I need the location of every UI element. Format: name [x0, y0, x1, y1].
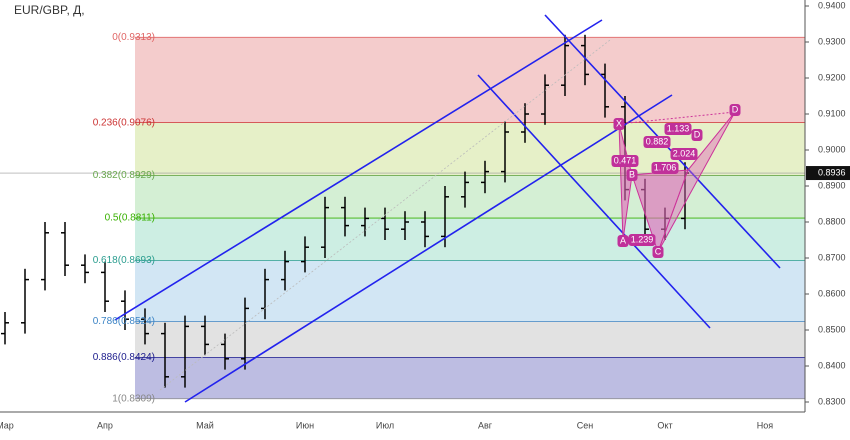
channel-line — [114, 19, 603, 321]
x-tick-label: Июл — [376, 420, 394, 430]
pattern-projection — [657, 111, 736, 253]
pattern-tag-label: X — [616, 118, 622, 128]
pattern-tag — [691, 129, 703, 141]
harmonic-pattern — [618, 111, 736, 254]
trend-line — [159, 39, 611, 391]
pattern-tag — [617, 235, 629, 247]
fib-band — [135, 175, 805, 219]
pattern-tag-label: 1.706 — [654, 162, 677, 172]
fib-label: 0.786(0.8524) — [93, 316, 155, 327]
x-tick-label: Апр — [97, 420, 113, 430]
pattern-tag-label: 2.024 — [673, 148, 696, 158]
fib-label: 0.382(0.8929) — [93, 170, 155, 181]
pattern-tag-label: 0.882 — [646, 136, 669, 146]
fib-band — [135, 218, 805, 261]
y-tick-label: 0.9200 — [818, 72, 846, 82]
y-tick-label: 0.8800 — [818, 216, 846, 226]
y-tick-label: 0.8300 — [818, 396, 846, 406]
pattern-tag — [626, 169, 638, 181]
fib-band — [135, 37, 805, 123]
pattern-tag-label: 0.471 — [614, 155, 637, 165]
annotations: X A B C D 0.471 1.239 1.706 0.882 2.024 1.133 D — [611, 104, 741, 258]
y-tick-label: 0.9300 — [818, 36, 846, 46]
pattern-tag-label: D — [694, 129, 701, 139]
fib-bands — [135, 36, 805, 400]
chart-title: EUR/GBP, Д, — [14, 3, 85, 17]
pattern-tag-label: 1.133 — [667, 123, 690, 133]
pattern-tag-label: B — [629, 169, 635, 179]
pattern-tag-label: 1.239 — [631, 234, 654, 244]
x-tick-label: Сен — [577, 420, 594, 430]
pattern-tag-label: D — [732, 104, 739, 114]
fib-label: 0.886(0.8424) — [93, 352, 155, 363]
pattern-tag — [670, 148, 698, 160]
price-bars — [0, 34, 805, 388]
pattern-tag — [664, 123, 692, 135]
pattern-tag — [729, 104, 741, 116]
x-tick-label: Авг — [478, 420, 493, 430]
fib-band — [135, 357, 805, 399]
pattern-triangle — [618, 123, 633, 241]
last-price-label: 0.8936 — [818, 167, 846, 177]
x-tick-label: Июн — [296, 420, 314, 430]
title-bg — [0, 2, 130, 20]
y-tick-label: 0.9400 — [818, 0, 846, 10]
y-tick-label: 0.8700 — [818, 252, 846, 262]
pattern-tag — [643, 136, 671, 148]
pattern-tag-label: A — [620, 235, 626, 245]
channel-line — [184, 94, 673, 403]
y-tick-label: 0.8500 — [818, 324, 846, 334]
fib-label: 0.618(0.8693) — [93, 255, 155, 266]
x-tick-label: Мар — [0, 420, 14, 430]
fib-label: 0.5(0.8811) — [105, 213, 155, 224]
pattern-tag — [652, 246, 664, 258]
x-tick-label: Окт — [657, 420, 672, 430]
y-tick-label: 0.8600 — [818, 288, 846, 298]
fib-label: 1(0.8309) — [112, 393, 155, 404]
y-tick-label: 0.9100 — [818, 108, 846, 118]
pattern-tag — [611, 155, 639, 167]
x-tick-label: Ноя — [757, 420, 774, 430]
pattern-tag-label: C — [655, 246, 662, 256]
pattern-tag — [613, 118, 625, 130]
y-tick-label: 0.8900 — [818, 180, 846, 190]
fib-label: 0(0.9313) — [112, 32, 155, 43]
y-tick-label: 0.8400 — [818, 360, 846, 370]
fib-label: 0.236(0.9076) — [93, 117, 155, 128]
channel-line — [477, 74, 711, 329]
pattern-tag — [651, 162, 679, 174]
x-tick-label: Май — [196, 420, 214, 430]
y-axis-area — [805, 0, 850, 412]
fib-band — [135, 321, 805, 358]
last-price-box — [806, 166, 850, 181]
pattern-tag — [628, 234, 656, 246]
pattern-line — [618, 111, 736, 125]
fib-band — [135, 260, 805, 322]
y-tick-label: 0.9000 — [818, 144, 846, 154]
